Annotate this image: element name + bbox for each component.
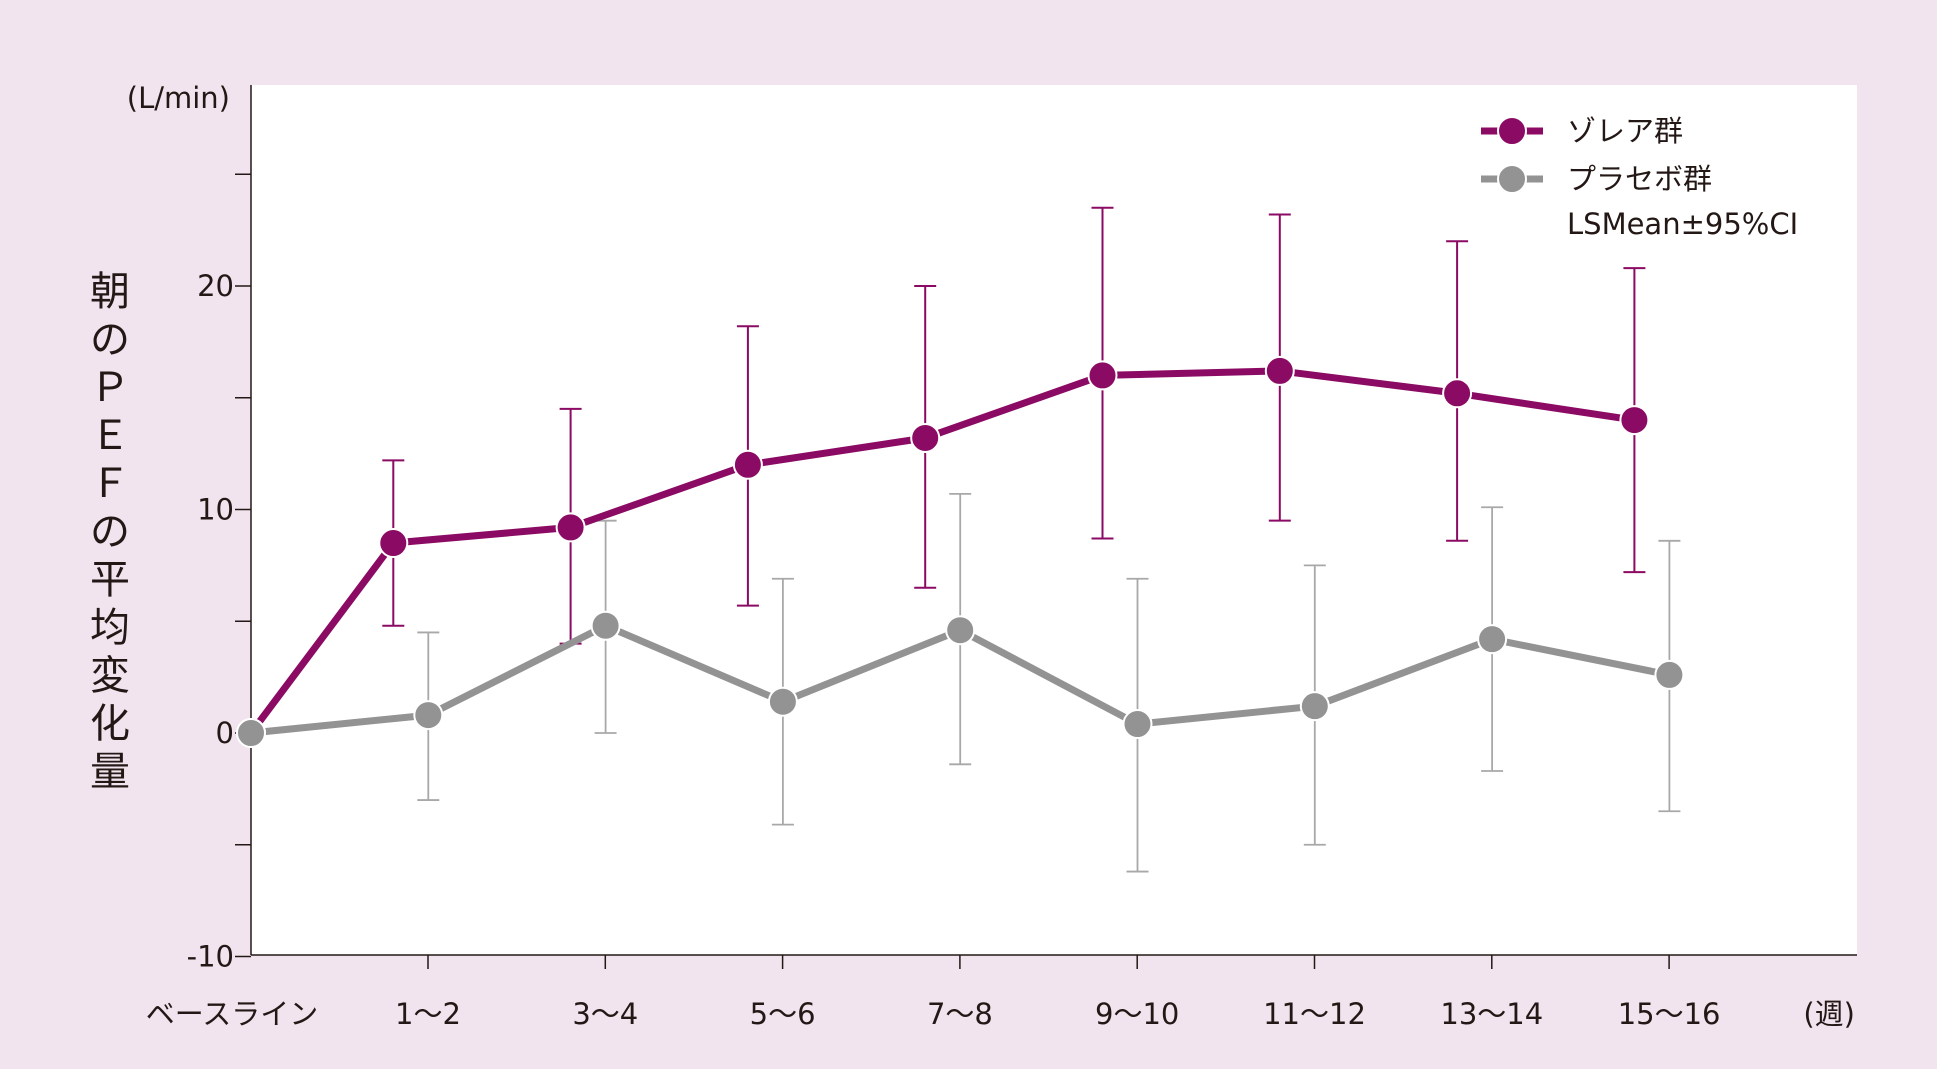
data-point [1619, 405, 1650, 436]
data-point [732, 449, 763, 480]
error-bar-note: LSMean±95%CI [1567, 207, 1798, 241]
data-point [1264, 355, 1295, 386]
y-axis-title-char: Ｐ [90, 365, 130, 411]
legend-label: プラセボ群 [1567, 162, 1712, 196]
data-point [1122, 709, 1153, 740]
y-axis-title-char: 量 [90, 749, 130, 795]
data-point [945, 615, 976, 646]
data-point [1477, 624, 1508, 655]
data-point [910, 422, 941, 453]
data-point [1299, 691, 1330, 722]
axes: -10 0 10 20 ベースライン 1～2 3～4 5～6 7～8 9～10 11～12 13～14… [146, 85, 1857, 1031]
x-tick-label: 3～4 [572, 997, 638, 1031]
series-points [236, 355, 1685, 748]
x-tick-label: 13～14 [1440, 997, 1543, 1031]
legend-marker [1497, 116, 1527, 146]
y-axis-title-char: の [90, 317, 130, 363]
axis-labels: (L/min) (週) [127, 81, 1855, 1031]
y-tick-label: 0 [216, 716, 234, 750]
x-tick-label: 15～16 [1618, 997, 1721, 1031]
y-unit-label: (L/min) [127, 81, 230, 115]
y-axis-title-char: 化 [90, 701, 130, 747]
data-point [378, 528, 409, 559]
y-tick-label: 20 [197, 269, 234, 303]
data-point [555, 512, 586, 543]
y-axis-title-char: 変 [90, 653, 130, 699]
x-tick-label: 9～10 [1095, 997, 1179, 1031]
x-unit-label: (週) [1803, 997, 1855, 1031]
data-point [236, 718, 266, 748]
y-tick-label: -10 [187, 940, 234, 974]
data-point [1442, 378, 1473, 409]
plot-area [251, 85, 1857, 955]
data-point [1087, 360, 1118, 391]
data-point [1654, 659, 1685, 690]
data-point [767, 686, 798, 717]
x-tick-label: 1～2 [395, 997, 461, 1031]
y-axis-title-char: Ｅ [90, 413, 130, 459]
data-point [413, 700, 444, 731]
x-tick-label: 5～6 [750, 997, 816, 1031]
legend-label: ゾレア群 [1567, 114, 1683, 148]
legend-marker [1497, 164, 1527, 194]
data-point [590, 610, 621, 641]
y-tick-label: 10 [197, 493, 234, 527]
y-axis-title-char: の [90, 509, 130, 555]
y-axis-title-char: 均 [90, 605, 130, 651]
x-tick-label: 11～12 [1263, 997, 1366, 1031]
y-axis-title-char: Ｆ [90, 461, 130, 507]
x-tick-label: 7～8 [927, 997, 993, 1031]
y-axis-title-char: 平 [90, 557, 130, 603]
x-tick-label: ベースライン [146, 997, 319, 1031]
y-axis-title-char: 朝 [90, 269, 130, 315]
